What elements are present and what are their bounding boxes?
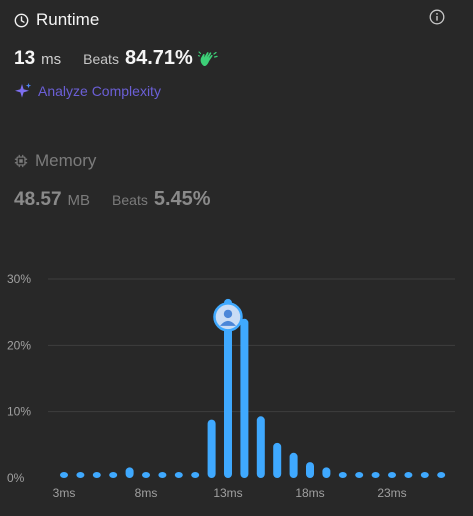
chart-bar[interactable] <box>60 472 68 478</box>
chart-bar[interactable] <box>388 472 396 478</box>
chart-bar[interactable] <box>158 472 167 478</box>
chart-bar[interactable] <box>224 298 232 478</box>
analyze-complexity-button[interactable]: Analyze Complexity <box>14 82 161 100</box>
chart-bar[interactable] <box>273 442 282 478</box>
chart-bar[interactable] <box>76 472 85 478</box>
chart-bar[interactable] <box>256 416 265 478</box>
chart-bar[interactable] <box>191 472 200 478</box>
chart-bar[interactable] <box>306 462 314 478</box>
chart-bar[interactable] <box>322 467 331 478</box>
x-tick-label: 8ms <box>135 486 158 500</box>
runtime-stats: 13 ms Beats 84.71% <box>14 47 218 70</box>
y-tick-label: 10% <box>7 405 31 419</box>
chart-bar[interactable] <box>240 318 249 478</box>
chip-icon <box>14 154 28 168</box>
chart-bar[interactable] <box>207 419 216 478</box>
chart-bar[interactable] <box>174 472 183 478</box>
memory-header: Memory <box>14 151 96 171</box>
sparkle-icon <box>15 83 32 98</box>
memory-title: Memory <box>35 151 97 170</box>
info-icon[interactable] <box>429 9 445 25</box>
chart-bar[interactable] <box>109 472 118 478</box>
user-avatar-icon[interactable] <box>213 302 243 332</box>
chart-bar[interactable] <box>92 472 101 478</box>
memory-value: 48.57 <box>14 189 62 210</box>
chart-bar[interactable] <box>289 452 298 478</box>
memory-unit: MB <box>67 192 91 209</box>
chart-bar[interactable] <box>338 472 347 478</box>
chart-bar[interactable] <box>142 472 150 478</box>
chart-bar[interactable] <box>420 472 429 478</box>
chart-bar[interactable] <box>404 472 413 478</box>
x-tick-label: 23ms <box>377 486 406 500</box>
runtime-title: Runtime <box>36 10 100 29</box>
y-tick-label: 30% <box>7 272 31 286</box>
x-tick-label: 3ms <box>53 486 76 500</box>
runtime-header: Runtime <box>14 10 99 30</box>
runtime-beats-value: 84.71% <box>124 47 193 69</box>
clock-icon <box>14 13 29 27</box>
memory-beats-value: 5.45% <box>153 188 211 210</box>
chart-bar[interactable] <box>371 472 380 478</box>
x-tick-label: 13ms <box>213 486 242 500</box>
runtime-value: 13 <box>14 48 36 69</box>
chart-bar[interactable] <box>437 472 446 478</box>
chart-bar[interactable] <box>355 472 364 478</box>
x-tick-label: 18ms <box>295 486 324 500</box>
y-tick-label: 20% <box>7 338 31 352</box>
memory-stats: 48.57 MB Beats 5.45% <box>14 188 211 211</box>
waving-hand-icon <box>197 50 218 66</box>
chart-bar[interactable] <box>125 467 134 478</box>
runtime-beats-label: Beats <box>83 51 119 67</box>
memory-beats-label: Beats <box>112 192 148 208</box>
y-tick-label: 0% <box>7 471 25 485</box>
analyze-complexity-label: Analyze Complexity <box>38 83 161 99</box>
runtime-unit: ms <box>41 51 62 68</box>
